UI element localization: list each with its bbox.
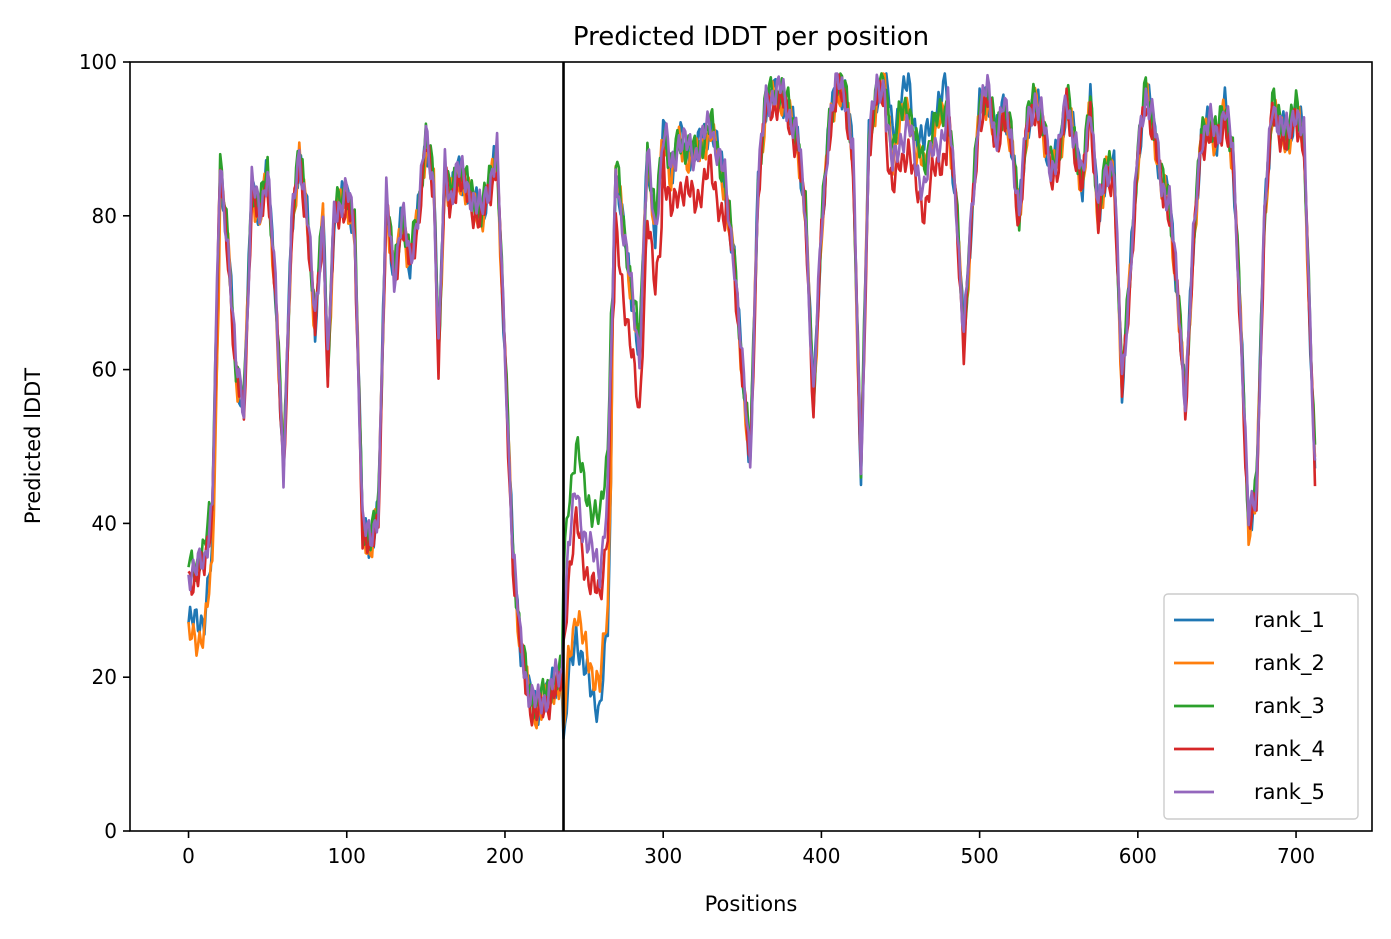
x-axis-label: Positions	[705, 892, 798, 916]
legend-label-rank_3: rank_3	[1254, 694, 1325, 719]
y-axis-label: Predicted lDDT	[21, 368, 45, 524]
x-tick-label: 600	[1119, 844, 1157, 868]
legend-label-rank_2: rank_2	[1254, 651, 1325, 676]
series-line-rank_5	[187, 72, 1317, 715]
chart-title: Predicted lDDT per position	[573, 22, 929, 52]
x-tick-label: 700	[1277, 844, 1315, 868]
legend: rank_1 rank_2 rank_3 rank_4 rank_5	[1163, 593, 1359, 820]
legend-frame	[1163, 593, 1359, 820]
plot-frame	[129, 61, 1373, 832]
y-tick-label: 20	[92, 665, 117, 689]
legend-label-rank_4: rank_4	[1254, 737, 1325, 762]
x-tick-label: 0	[182, 844, 195, 868]
y-tick-label: 100	[79, 50, 117, 74]
y-tick-label: 0	[104, 819, 117, 843]
x-tick-label: 500	[961, 844, 999, 868]
x-tick-label: 400	[802, 844, 840, 868]
y-tick-label: 60	[92, 358, 117, 382]
x-axis-ticks: 0 100 200 300 400 500 600 700	[182, 831, 1315, 868]
legend-label-rank_1: rank_1	[1254, 608, 1325, 633]
y-axis-ticks: 0 20 40 60 80 100	[79, 50, 130, 843]
x-tick-label: 100	[328, 844, 366, 868]
y-tick-label: 80	[92, 204, 117, 228]
legend-label-rank_5: rank_5	[1254, 780, 1325, 805]
plot-area	[187, 62, 1317, 831]
y-tick-label: 40	[92, 511, 117, 535]
x-tick-label: 300	[644, 844, 682, 868]
x-tick-label: 200	[486, 844, 524, 868]
